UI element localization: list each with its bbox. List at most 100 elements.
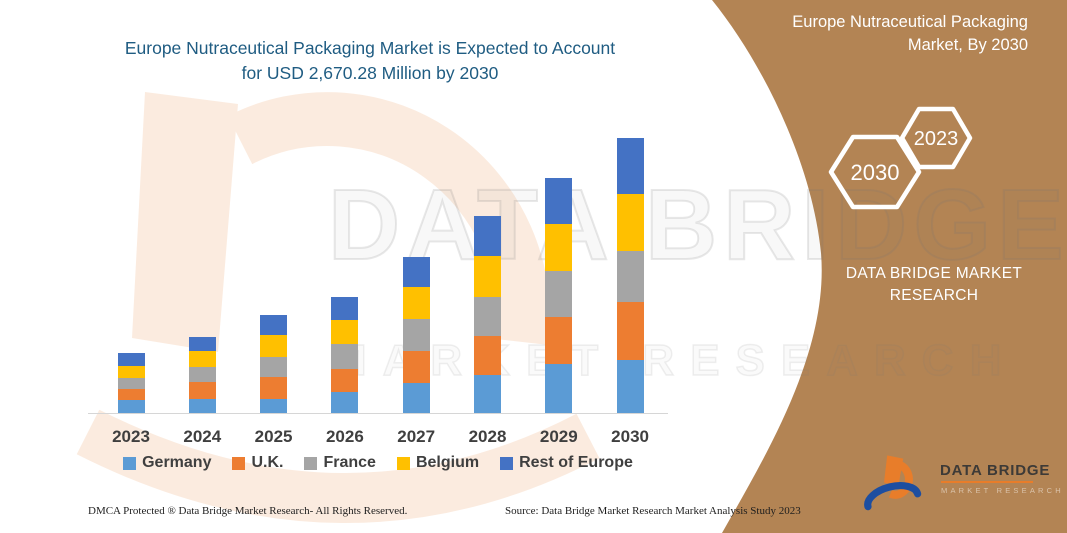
watermark-market-research-text: MARKET RESEARCH	[329, 335, 1018, 386]
bar-segment-rest-of-europe-2030	[616, 138, 644, 194]
legend-swatch-icon	[123, 456, 137, 470]
panel-title-line1: Europe Nutraceutical Packaging	[792, 13, 1028, 31]
hexagon-2023-badge: 2023	[899, 106, 973, 170]
bar-segment-germany-2029	[545, 363, 573, 413]
bar-segment-belgium-2027	[402, 287, 430, 319]
chart-title: Europe Nutraceutical Packaging Market is…	[85, 36, 655, 86]
watermark-b-swoosh	[76, 409, 600, 523]
bar-segment-rest-of-europe-2024	[188, 337, 216, 352]
legend-swatch-icon	[232, 456, 246, 470]
legend-swatch-icon	[500, 456, 514, 470]
legend-item-rest-of-europe: Rest of Europe	[500, 454, 633, 472]
legend-label: U.K.	[251, 454, 284, 471]
legend-label: Belgium	[415, 454, 480, 471]
x-axis-label-2023: 2023	[112, 427, 150, 446]
logo-b-stem	[884, 455, 904, 486]
watermark-databridge-text: DATA BRIDGE	[327, 168, 1067, 282]
bar-segment-u-k--2026	[331, 368, 359, 392]
x-axis-label-2024: 2024	[183, 427, 222, 446]
bar-segment-rest-of-europe-2027	[402, 257, 430, 288]
bar-segment-rest-of-europe-2025	[260, 315, 288, 336]
legend-label: France	[323, 454, 376, 471]
hexagon-2023-outline	[899, 106, 973, 170]
bar-segment-belgium-2026	[331, 320, 359, 344]
bar-segment-france-2029	[545, 271, 573, 318]
legend: Germany U.K. France Belgium Rest of Europe	[88, 454, 668, 472]
bar-column-2026	[331, 297, 359, 413]
logo-rule	[941, 481, 1033, 483]
panel-title-line2: Market, By 2030	[907, 36, 1028, 54]
brand-caption: DATA BRIDGE MARKET RESEARCH	[845, 265, 1023, 304]
legend-swatch-icon	[396, 456, 410, 470]
x-axis-label-2028: 2028	[468, 427, 507, 446]
bar-segment-rest-of-europe-2023	[117, 353, 145, 367]
bar-segment-france-2024	[188, 367, 216, 383]
hexagon-2030-label: 2030	[851, 160, 900, 185]
hexagon-2030-outline	[828, 134, 922, 210]
bar-segment-u-k--2025	[260, 377, 288, 399]
legend-swatch-icon	[304, 456, 318, 470]
bar-segment-france-2025	[260, 357, 288, 378]
bar-segment-germany-2028	[474, 375, 501, 413]
bar-segment-france-2023	[117, 378, 145, 390]
legend-item-belgium: Belgium	[396, 454, 480, 472]
bar-segment-rest-of-europe-2029	[545, 177, 573, 224]
hexagon-badges: 2023 2030	[828, 106, 973, 210]
legend-item-france: France	[304, 454, 376, 472]
bar-column-2023	[117, 353, 145, 413]
bar-segment-rest-of-europe-2028	[474, 216, 501, 257]
bar-segment-germany-2027	[402, 383, 430, 413]
side-panel-shape	[712, 0, 1067, 533]
hexagon-2030-badge: 2030	[828, 134, 922, 210]
bar-segment-germany-2025	[260, 398, 288, 413]
x-axis-label-2027: 2027	[397, 427, 436, 446]
bar-segment-germany-2026	[331, 392, 359, 413]
watermark-b-bowl	[227, 92, 551, 346]
bar-segment-u-k--2023	[117, 389, 145, 401]
bar-column-2028	[474, 216, 501, 413]
bar-segment-france-2026	[331, 343, 359, 369]
bar-segment-u-k--2030	[616, 302, 644, 361]
bar-segment-france-2030	[616, 250, 644, 303]
bar-segment-belgium-2029	[545, 223, 573, 272]
legend-label: Rest of Europe	[519, 454, 633, 471]
bar-column-2025	[260, 315, 288, 413]
bar-column-2027	[402, 257, 430, 413]
x-axis-label-2030: 2030	[611, 427, 649, 446]
panel-title: Europe Nutraceutical Packaging Market, B…	[750, 11, 1028, 57]
x-axis-label-2026: 2026	[325, 427, 364, 446]
bar-column-2029	[545, 177, 573, 413]
databridge-logo-icon	[864, 455, 922, 511]
bar-segment-germany-2023	[117, 400, 145, 413]
watermark-b-stem	[132, 92, 238, 352]
bar-segment-u-k--2027	[402, 350, 430, 383]
legend-item-germany: Germany	[123, 454, 211, 472]
chart-title-line1: Europe Nutraceutical Packaging Market is…	[124, 38, 616, 58]
bar-segment-u-k--2024	[188, 382, 216, 400]
x-axis-label-2029: 2029	[539, 427, 578, 446]
hexagon-2023-label: 2023	[914, 128, 959, 150]
bar-segment-france-2027	[402, 318, 430, 351]
chart-title-line2: for USD 2,670.28 Million by 2030	[241, 63, 499, 83]
source-note: Source: Data Bridge Market Research Mark…	[505, 505, 801, 517]
bar-segment-france-2028	[474, 297, 501, 337]
bar-segment-belgium-2028	[474, 256, 501, 298]
bar-segment-belgium-2025	[260, 335, 288, 358]
logo-d-swoosh	[864, 482, 922, 511]
x-axis-label-2025: 2025	[254, 427, 293, 446]
bar-segment-germany-2030	[616, 360, 644, 413]
watermark-b-logo	[76, 92, 600, 523]
bar-column-2024	[188, 337, 216, 413]
bar-segment-belgium-2030	[616, 193, 644, 251]
dmca-notice: DMCA Protected ® Data Bridge Market Rese…	[88, 505, 408, 517]
legend-item-u-k-: U.K.	[232, 454, 283, 472]
bar-segment-rest-of-europe-2026	[331, 297, 359, 321]
bar-column-2030	[616, 138, 644, 413]
bar-segment-belgium-2024	[188, 351, 216, 368]
bar-segment-u-k--2029	[545, 317, 573, 364]
bar-segment-u-k--2028	[474, 336, 501, 376]
bar-segment-germany-2024	[188, 399, 216, 413]
x-axis-line	[88, 413, 668, 414]
